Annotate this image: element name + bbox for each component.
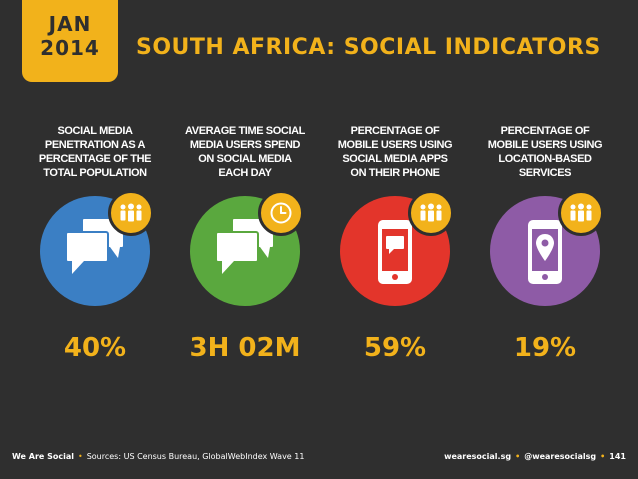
indicator-label: SOCIAL MEDIA PENETRATION AS A PERCENTAGE… — [38, 125, 152, 179]
indicator-value: 19% — [513, 333, 577, 363]
footer-separator: • — [77, 452, 83, 461]
page-number: 141 — [609, 452, 626, 461]
people-icon — [108, 190, 154, 236]
indicator-circle — [190, 190, 304, 306]
footer-separator: • — [600, 452, 606, 461]
chat-bubbles-icon — [215, 217, 275, 274]
indicator-location-services: PERCENTAGE OF MOBILE USERS USING LOCATIO… — [470, 124, 620, 374]
indicator-value: 40% — [63, 333, 127, 363]
footer-handle[interactable]: @wearesocialsg — [524, 452, 597, 461]
people-icon — [408, 190, 454, 236]
indicator-circle — [40, 190, 154, 306]
date-month: JAN — [48, 12, 92, 36]
footer-sources-text: Sources: US Census Bureau, GlobalWebInde… — [86, 452, 305, 461]
footer-separator: • — [515, 452, 521, 461]
people-icon — [558, 190, 604, 236]
page-title: SOUTH AFRICA: SOCIAL INDICATORS — [136, 35, 601, 60]
phone-location-icon — [528, 220, 562, 284]
clock-icon — [258, 190, 304, 236]
indicator-social-media-penetration: SOCIAL MEDIA PENETRATION AS A PERCENTAGE… — [20, 124, 170, 374]
footer-website[interactable]: wearesocial.sg — [444, 452, 512, 461]
footer-sources: We Are Social • Sources: US Census Bureau,… — [12, 451, 304, 463]
indicator-label: PERCENTAGE OF MOBILE USERS USING SOCIAL … — [337, 125, 453, 179]
footer-brand: We Are Social — [12, 452, 74, 461]
indicator-mobile-social-apps: PERCENTAGE OF MOBILE USERS USING SOCIAL … — [320, 124, 470, 374]
indicator-average-time: AVERAGE TIME SOCIAL MEDIA USERS SPEND ON… — [170, 124, 320, 374]
indicator-circle — [340, 190, 454, 306]
date-badge: JAN 2014 — [22, 0, 118, 82]
date-year: 2014 — [40, 36, 100, 60]
indicator-label: PERCENTAGE OF MOBILE USERS USING LOCATIO… — [487, 125, 603, 179]
indicator-value: 59% — [363, 333, 427, 363]
indicator-circle — [490, 190, 604, 306]
phone-chat-icon — [378, 220, 412, 284]
indicator-value: 3H 02M — [189, 333, 301, 363]
footer-links: wearesocial.sg • @wearesocialsg • 141 — [444, 451, 626, 463]
indicator-label: AVERAGE TIME SOCIAL MEDIA USERS SPEND ON… — [185, 125, 305, 179]
